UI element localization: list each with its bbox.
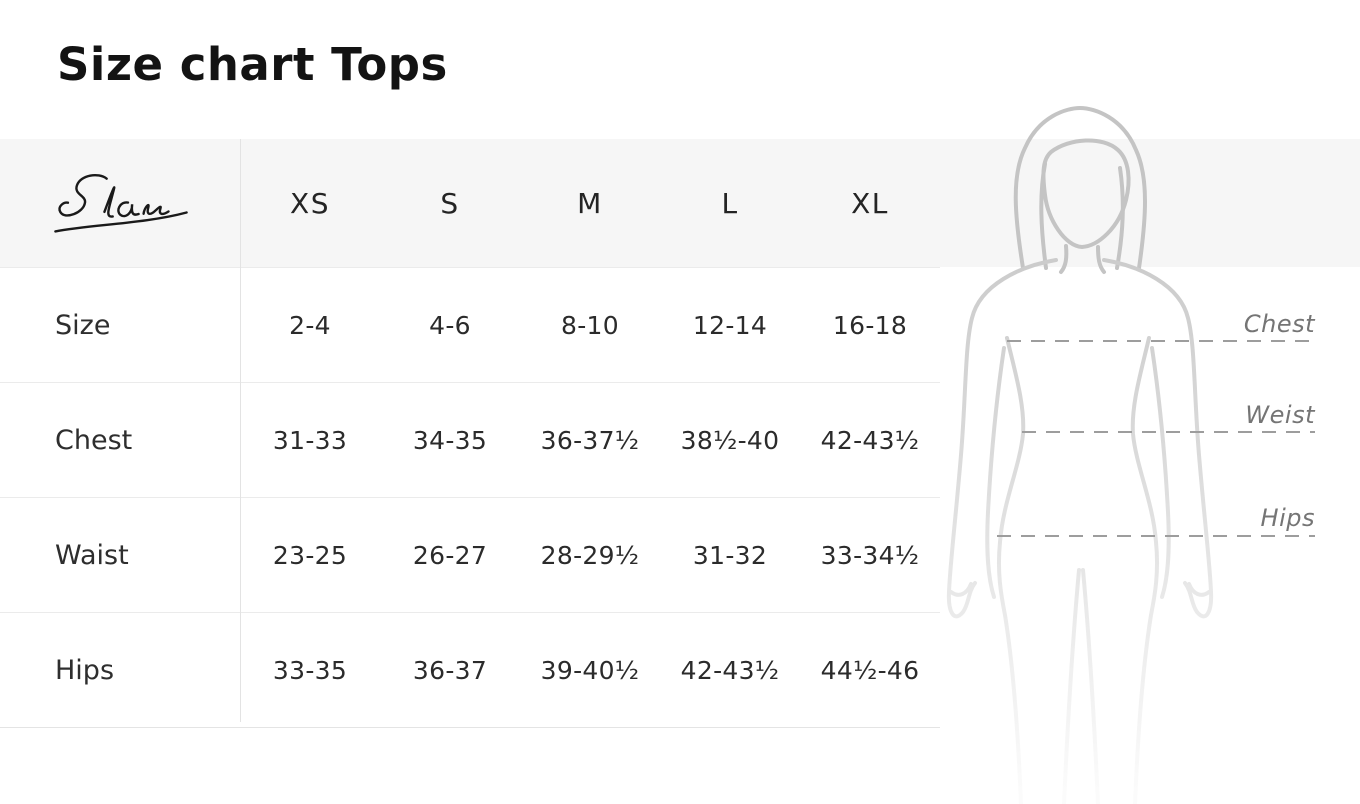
body-outline <box>946 258 1214 804</box>
row-label: Size <box>55 309 111 341</box>
measure-line-weist <box>1022 431 1315 433</box>
measure-line-hips <box>997 535 1315 537</box>
body-silhouette-illustration <box>946 105 1214 804</box>
column-header-s: S <box>440 186 460 220</box>
brand-logo-cell: Elan <box>0 164 240 242</box>
measure-label-chest: Chest <box>1243 310 1315 338</box>
cell-value: 36-37½ <box>540 425 640 455</box>
table-row-waist: Waist 23-25 26-27 28-29½ 31-32 33-34½ <box>0 497 940 612</box>
cell-value: 12-14 <box>692 310 768 340</box>
row-label: Waist <box>55 539 129 571</box>
row-label: Chest <box>55 424 133 456</box>
cell-value: 42-43½ <box>680 655 780 685</box>
head-hair-outline <box>1013 105 1147 274</box>
table-row-size: Size 2-4 4-6 8-10 12-14 16-18 <box>0 267 940 382</box>
table-row-hips: Hips 33-35 36-37 39-40½ 42-43½ 44½-46 <box>0 612 940 727</box>
cell-value: 33-34½ <box>820 540 920 570</box>
cell-value: 33-35 <box>272 655 348 685</box>
table-header-row: Elan XS S M L XL <box>0 139 940 267</box>
column-header-xl: XL <box>851 186 889 220</box>
page-title: Size chart Tops <box>57 38 448 91</box>
cell-value: 34-35 <box>412 425 488 455</box>
table-row-chest: Chest 31-33 34-35 36-37½ 38½-40 42-43½ <box>0 382 940 497</box>
measure-label-hips: Hips <box>1260 504 1315 532</box>
elan-logo-signature <box>54 173 188 233</box>
row-label: Hips <box>55 654 115 686</box>
cell-value: 44½-46 <box>820 655 920 685</box>
column-header-m: M <box>577 186 603 220</box>
cell-value: 31-33 <box>272 425 348 455</box>
cell-value: 16-18 <box>832 310 908 340</box>
cell-value: 8-10 <box>561 310 619 340</box>
measure-label-weist: Weist <box>1245 401 1315 429</box>
cell-value: 38½-40 <box>680 425 780 455</box>
cell-value: 39-40½ <box>540 655 640 685</box>
cell-value: 28-29½ <box>540 540 640 570</box>
size-table: Elan XS S M L XL Size 2-4 4-6 8-10 12-14… <box>0 139 940 728</box>
table-column-divider <box>240 139 241 722</box>
cell-value: 4-6 <box>429 310 471 340</box>
cell-value: 23-25 <box>272 540 348 570</box>
table-header-band <box>0 139 1360 267</box>
cell-value: 26-27 <box>412 540 488 570</box>
cell-value: 36-37 <box>412 655 488 685</box>
column-header-xs: XS <box>290 186 330 220</box>
cell-value: 42-43½ <box>820 425 920 455</box>
cell-value: 2-4 <box>289 310 331 340</box>
measure-line-chest <box>1007 340 1315 342</box>
column-header-l: L <box>721 186 739 220</box>
cell-value: 31-32 <box>692 540 768 570</box>
